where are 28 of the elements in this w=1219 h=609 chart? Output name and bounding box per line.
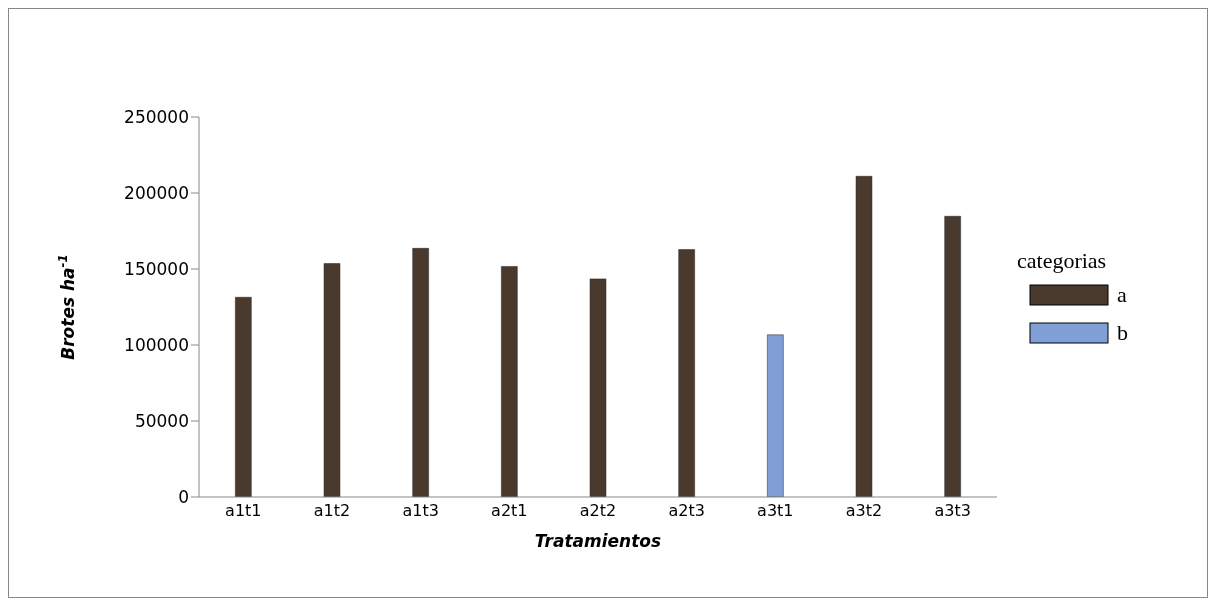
x-tick-label: a2t1: [491, 501, 528, 521]
bar: [767, 334, 784, 497]
y-tick-label: 200000: [124, 183, 189, 204]
x-tick-label: a1t2: [313, 501, 351, 521]
bar: [412, 248, 429, 497]
x-tick-label: a1t1: [225, 501, 262, 521]
y-tick-label: 250000: [124, 107, 189, 128]
y-tick-label: 50000: [134, 411, 189, 432]
bar: [678, 249, 695, 497]
bar: [855, 176, 873, 497]
bar: [589, 278, 607, 497]
y-tick-label: 0: [178, 487, 189, 508]
x-tick-label: a2t3: [668, 501, 705, 521]
x-tick-label: a3t1: [757, 501, 794, 521]
bar: [235, 297, 252, 497]
legend-title: categorias: [1017, 248, 1108, 274]
x-axis-title: Tratamientos: [534, 531, 662, 551]
x-tick-label: a2t2: [579, 501, 617, 521]
legend-label: b: [1117, 320, 1128, 346]
x-tick-label: a3t3: [934, 501, 971, 521]
x-tick-label: a1t3: [402, 501, 439, 521]
y-tick-label: 100000: [124, 335, 189, 356]
bar: [501, 266, 518, 497]
bar: [323, 263, 341, 497]
legend-label: a: [1117, 282, 1127, 308]
bar: [944, 216, 961, 497]
y-tick-label: 150000: [124, 259, 189, 280]
x-tick-label: a3t2: [845, 501, 883, 521]
